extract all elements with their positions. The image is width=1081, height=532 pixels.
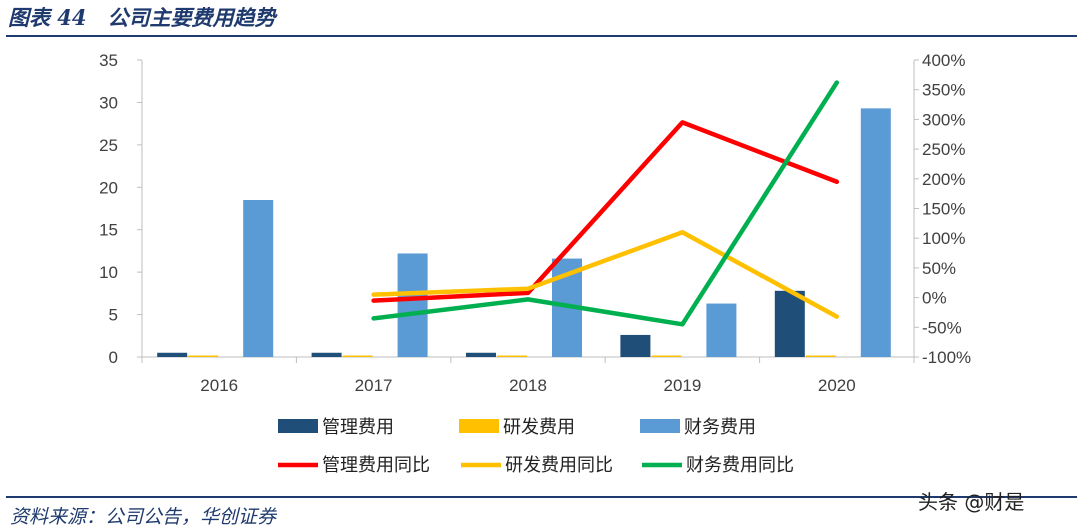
bar <box>651 355 682 357</box>
watermark: 头条 @财是 <box>918 490 1025 514</box>
x-tick-label: 2017 <box>355 376 393 395</box>
legend-swatch <box>459 419 499 433</box>
bar <box>466 352 496 357</box>
y-left-tick-label: 0 <box>109 348 118 367</box>
y-right-tick-label: 50% <box>922 259 956 278</box>
bar <box>774 290 805 357</box>
y-right-tick-label: -100% <box>922 348 971 367</box>
y-left-tick-label: 5 <box>109 306 118 325</box>
title-rule <box>6 35 1077 37</box>
bars <box>157 108 891 358</box>
legend-label: 管理费用 <box>322 417 394 438</box>
series-line <box>371 120 840 303</box>
source-note: 资料来源：公司公告，华创证券 <box>10 506 277 528</box>
y-left-tick-label: 35 <box>99 51 118 70</box>
figure-title: 图表 44 公司主要费用趋势 <box>8 5 276 30</box>
series-line <box>371 230 840 319</box>
bar <box>706 303 737 357</box>
bar <box>397 253 428 357</box>
y-left-tick-label: 25 <box>99 136 118 155</box>
y-right-tick-label: 0% <box>922 289 947 308</box>
legend-label: 管理费用同比 <box>322 455 430 476</box>
lines <box>371 80 840 327</box>
bar <box>497 355 527 357</box>
x-tick-label: 2018 <box>509 376 547 395</box>
y-right-tick-label: 150% <box>922 200 965 219</box>
series-line <box>371 80 840 327</box>
y-left-tick-label: 15 <box>99 221 118 240</box>
y-right-tick-label: 100% <box>922 229 965 248</box>
legend-swatch <box>278 419 318 433</box>
legend-label: 财务费用 <box>684 417 756 438</box>
legend-swatch <box>640 419 680 433</box>
bar <box>342 355 373 357</box>
bar <box>620 334 651 357</box>
legend-label: 研发费用 <box>503 417 575 438</box>
y-right-tick-label: 200% <box>922 170 965 189</box>
y-right-tick-label: 300% <box>922 110 965 129</box>
y-left-tick-label: 10 <box>99 263 118 282</box>
x-tick-label: 2019 <box>663 376 701 395</box>
legend-label: 财务费用同比 <box>686 455 794 476</box>
y-right-tick-label: -50% <box>922 318 962 337</box>
y-right-tick-label: 400% <box>922 51 965 70</box>
y-right-tick-label: 350% <box>922 81 965 100</box>
x-tick-label: 2020 <box>818 376 856 395</box>
x-tick-label: 2016 <box>200 376 238 395</box>
bar <box>311 352 342 357</box>
ticks: 0 5 10 15 20 25 30 35 -100% -50% 0% 50% 100% 150% 200%… <box>99 51 971 395</box>
y-right-tick-label: 250% <box>922 140 965 159</box>
bar <box>188 355 219 357</box>
bar <box>805 355 836 357</box>
bar <box>157 352 188 357</box>
legend-label: 研发费用同比 <box>505 455 613 476</box>
y-left-tick-label: 20 <box>99 178 118 197</box>
bar <box>243 200 274 357</box>
bar <box>860 108 891 358</box>
y-left-tick-label: 30 <box>99 93 118 112</box>
source-rule <box>6 496 1077 498</box>
